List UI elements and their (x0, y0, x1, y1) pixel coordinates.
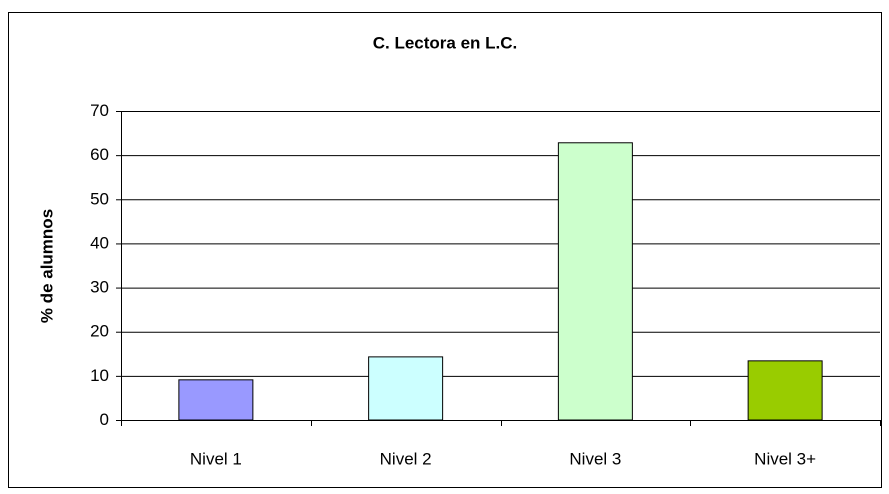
y-tick-label: 40 (90, 233, 109, 252)
y-tick-label: 60 (90, 145, 109, 164)
chart-border (8, 12, 882, 488)
y-axis-label: % de alumnos (37, 209, 56, 323)
bar (747, 360, 823, 421)
x-tick-label: Nivel 3 (569, 449, 621, 468)
y-tick-label: 10 (90, 366, 109, 385)
bar (557, 142, 633, 421)
x-tick-label: Nivel 2 (380, 449, 432, 468)
x-tick-label: Nivel 3+ (754, 449, 816, 468)
y-tick-label: 50 (90, 189, 109, 208)
bar (368, 356, 444, 421)
y-tick-label: 30 (90, 278, 109, 297)
x-tick-label: Nivel 1 (190, 449, 242, 468)
y-tick-label: 20 (90, 322, 109, 341)
y-tick-label: 0 (100, 410, 109, 429)
bar (178, 379, 254, 421)
y-tick-label: 70 (90, 101, 109, 120)
chart-title: C. Lectora en L.C. (373, 33, 518, 52)
